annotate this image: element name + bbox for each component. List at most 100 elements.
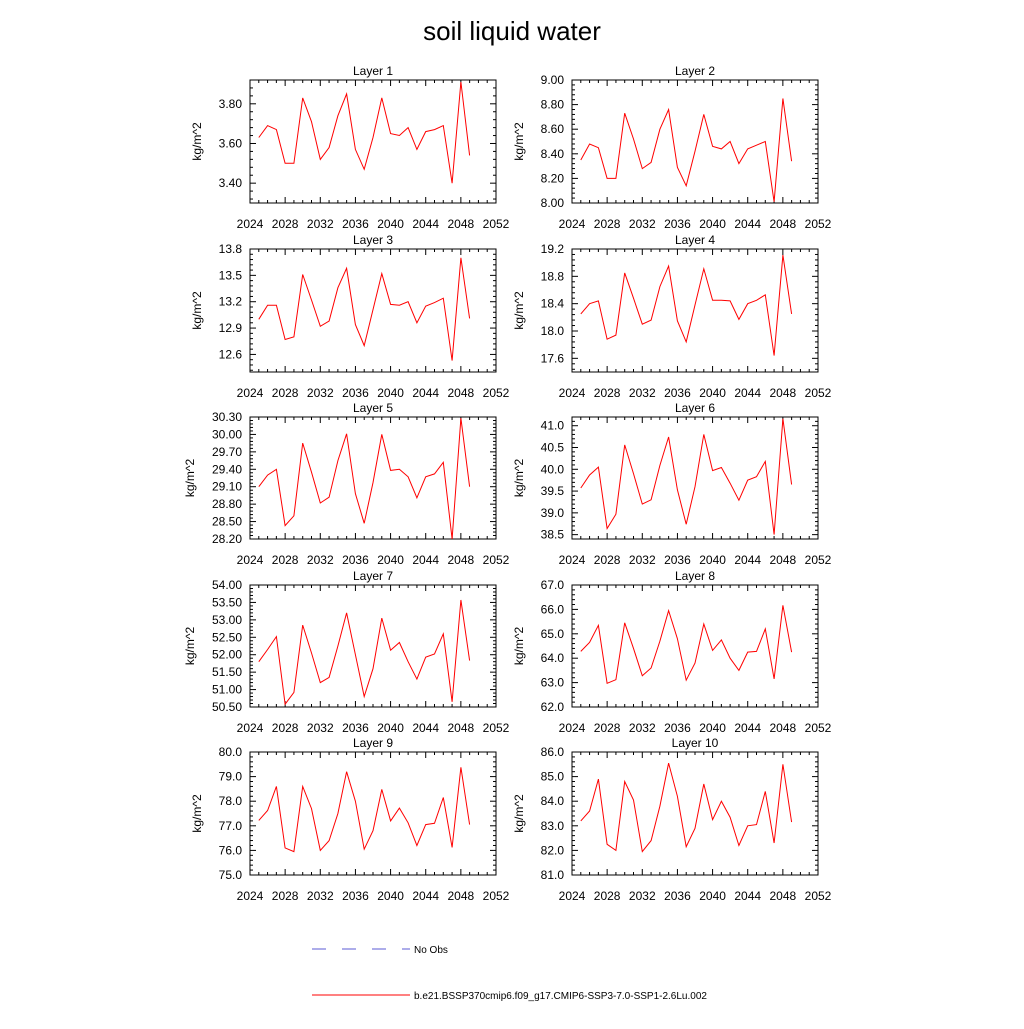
y-tick-label: 8.80 — [541, 98, 565, 112]
y-tick-label: 40.5 — [541, 441, 565, 455]
x-tick-label: 2044 — [412, 386, 439, 400]
x-tick-label: 2048 — [770, 386, 797, 400]
x-tick-label: 2044 — [734, 217, 761, 231]
x-tick-label: 2024 — [237, 386, 264, 400]
panel-title: Layer 3 — [353, 233, 393, 247]
plot-frame — [571, 584, 819, 708]
x-tick-label: 2028 — [594, 721, 621, 735]
x-tick-label: 2052 — [483, 721, 510, 735]
series-line — [580, 255, 793, 356]
y-tick-label: 64.0 — [541, 651, 565, 665]
x-tick-label: 2032 — [307, 721, 334, 735]
x-tick-label: 2040 — [377, 217, 404, 231]
y-tick-label: 51.00 — [212, 683, 242, 697]
y-tick-label: 30.30 — [212, 410, 242, 424]
plot-frame — [249, 416, 497, 540]
x-tick-label: 2052 — [483, 386, 510, 400]
x-tick-label: 2044 — [412, 721, 439, 735]
plot-frame — [571, 79, 819, 204]
plot-frame — [571, 751, 819, 876]
x-tick-label: 2048 — [770, 217, 797, 231]
y-tick-label: 3.80 — [219, 97, 243, 111]
y-axis-label: kg/m^2 — [190, 794, 204, 833]
y-tick-label: 12.6 — [219, 347, 243, 361]
x-tick-label: 2052 — [805, 553, 832, 567]
y-tick-label: 29.70 — [212, 445, 242, 459]
y-tick-label: 82.0 — [541, 843, 565, 857]
x-tick-label: 2032 — [629, 217, 656, 231]
y-axis-label: kg/m^2 — [190, 291, 204, 330]
x-tick-label: 2044 — [734, 721, 761, 735]
panel-title: Layer 10 — [672, 736, 719, 750]
y-tick-label: 18.0 — [541, 324, 565, 338]
y-axis-label: kg/m^2 — [512, 122, 526, 161]
y-tick-label: 78.0 — [219, 794, 243, 808]
y-tick-label: 85.0 — [541, 770, 565, 784]
x-tick-label: 2052 — [805, 217, 832, 231]
x-tick-label: 2024 — [237, 721, 264, 735]
chart-title: soil liquid water — [423, 16, 601, 46]
x-tick-label: 2040 — [377, 721, 404, 735]
x-tick-label: 2048 — [448, 889, 475, 903]
panel-layer-5: Layer 5 2024 2028 2032 2036 2040 2044 2048 2052 2… — [183, 401, 510, 567]
x-tick-label: 2048 — [448, 553, 475, 567]
y-tick-label: 67.0 — [541, 578, 565, 592]
y-tick-label: 13.2 — [219, 295, 243, 309]
y-tick-label: 66.0 — [541, 602, 565, 616]
y-tick-label: 13.5 — [219, 268, 243, 282]
x-tick-label: 2040 — [699, 721, 726, 735]
y-tick-label: 8.40 — [541, 147, 565, 161]
x-tick-label: 2032 — [307, 217, 334, 231]
x-tick-label: 2040 — [699, 889, 726, 903]
y-axis-label: kg/m^2 — [512, 291, 526, 330]
x-tick-label: 2048 — [770, 889, 797, 903]
legend-obs-label: No Obs — [414, 945, 448, 956]
x-tick-label: 2040 — [377, 889, 404, 903]
x-tick-label: 2024 — [559, 889, 586, 903]
y-tick-label: 28.80 — [212, 497, 242, 511]
chart-panels: Layer 1 2024 2028 2032 2036 2040 2044 2048 2052 3… — [183, 64, 832, 903]
y-tick-label: 39.5 — [541, 484, 565, 498]
panel-title: Layer 5 — [353, 401, 393, 415]
x-tick-label: 2048 — [448, 721, 475, 735]
x-tick-label: 2040 — [377, 386, 404, 400]
series-line — [580, 418, 793, 535]
x-tick-label: 2028 — [272, 553, 299, 567]
panel-title: Layer 8 — [675, 569, 715, 583]
y-tick-label: 28.20 — [212, 532, 242, 546]
y-tick-label: 65.0 — [541, 627, 565, 641]
series-line — [580, 98, 793, 202]
plot-frame — [571, 416, 819, 540]
x-tick-label: 2036 — [664, 217, 691, 231]
x-tick-label: 2032 — [629, 553, 656, 567]
y-tick-label: 52.00 — [212, 648, 242, 662]
y-tick-label: 29.10 — [212, 480, 242, 494]
x-tick-label: 2028 — [594, 386, 621, 400]
panel-title: Layer 2 — [675, 64, 715, 78]
x-tick-label: 2044 — [412, 889, 439, 903]
legend-model-label: b.e21.BSSP370cmip6.f09_g17.CMIP6-SSP3-7.… — [414, 991, 707, 1002]
x-tick-label: 2036 — [664, 721, 691, 735]
y-tick-label: 8.20 — [541, 171, 565, 185]
panel-layer-9: Layer 9 2024 2028 2032 2036 2040 2044 2048 2052 7… — [190, 736, 510, 903]
series-line — [258, 599, 471, 706]
y-tick-label: 86.0 — [541, 745, 565, 759]
x-tick-label: 2052 — [483, 217, 510, 231]
x-tick-label: 2048 — [770, 721, 797, 735]
series-line — [258, 81, 471, 184]
y-tick-label: 54.00 — [212, 578, 242, 592]
y-tick-label: 79.0 — [219, 770, 243, 784]
y-tick-label: 3.60 — [219, 136, 243, 150]
x-tick-label: 2024 — [237, 217, 264, 231]
y-tick-label: 18.8 — [541, 269, 565, 283]
x-tick-label: 2024 — [237, 889, 264, 903]
y-tick-label: 40.0 — [541, 462, 565, 476]
x-tick-label: 2024 — [559, 386, 586, 400]
panel-layer-10: Layer 10 2024 2028 2032 2036 2040 2044 2048 2052… — [512, 736, 832, 903]
x-tick-label: 2052 — [805, 889, 832, 903]
panel-layer-3: Layer 3 2024 2028 2032 2036 2040 2044 2048 2052 1… — [190, 233, 510, 400]
x-tick-label: 2040 — [377, 553, 404, 567]
x-tick-label: 2028 — [594, 217, 621, 231]
x-tick-label: 2052 — [805, 386, 832, 400]
x-tick-label: 2028 — [272, 889, 299, 903]
